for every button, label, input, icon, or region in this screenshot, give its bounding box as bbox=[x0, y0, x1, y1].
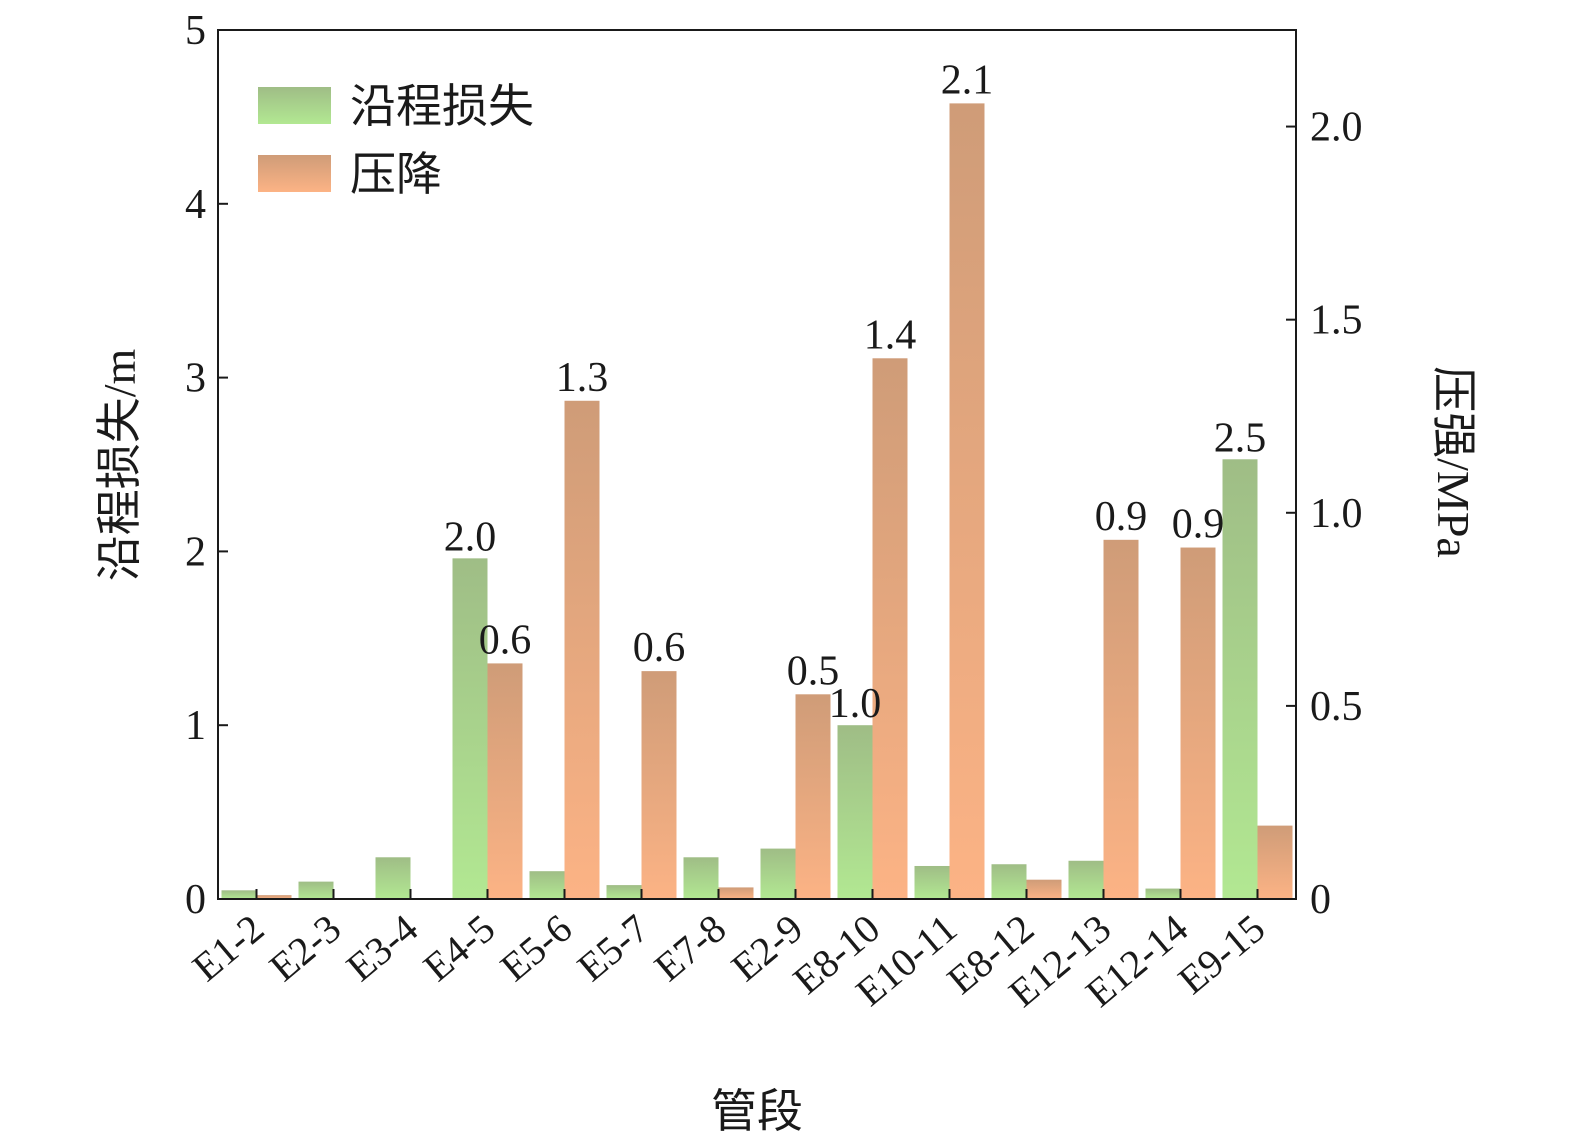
bar-pressure-drop-E8-10 bbox=[872, 358, 908, 899]
bar-loss-E5-6 bbox=[529, 871, 565, 899]
bar-pressure-drop-E5-7 bbox=[641, 671, 677, 899]
bar-loss-E9-15 bbox=[1222, 459, 1258, 899]
bar-pressure-drop-E8-12 bbox=[1026, 879, 1062, 899]
y-tick-label-1: 1 bbox=[185, 703, 206, 749]
data-label-pressure-drop-E8-10: 1.4 bbox=[864, 312, 917, 358]
bar-loss-E1-2 bbox=[221, 890, 257, 899]
bar-loss-E5-7 bbox=[606, 885, 642, 899]
data-label-pressure-drop-E10-11: 2.1 bbox=[941, 57, 994, 103]
y2-tick-label-0.5: 0.5 bbox=[1310, 684, 1363, 730]
y-tick-label-2: 2 bbox=[185, 529, 206, 575]
x-axis-title: 管段 bbox=[711, 1086, 803, 1137]
x-tick-label-E5-7: E5-7 bbox=[569, 905, 657, 989]
data-label-pressure-drop-E12-14: 0.9 bbox=[1172, 502, 1225, 548]
data-label-pressure-drop-E12-13: 0.9 bbox=[1095, 494, 1148, 540]
bars-layer bbox=[221, 103, 1293, 900]
y2-tick-label-2.0: 2.0 bbox=[1310, 105, 1363, 151]
data-label-loss-E4-5: 2.0 bbox=[444, 514, 497, 560]
y-tick-label-4: 4 bbox=[185, 182, 206, 228]
x-tick-label-E3-4: E3-4 bbox=[338, 905, 426, 989]
y2-tick-label-1.5: 1.5 bbox=[1310, 298, 1363, 344]
y2-tick-label-1.0: 1.0 bbox=[1310, 491, 1363, 537]
bar-pressure-drop-E2-9 bbox=[795, 694, 831, 899]
bar-loss-E8-12 bbox=[991, 864, 1027, 899]
bar-loss-E4-5 bbox=[452, 558, 488, 899]
legend-swatch-pressure-drop bbox=[258, 155, 331, 192]
data-label-pressure-drop-E5-6: 1.3 bbox=[556, 355, 609, 401]
left-axis: 0 1 2 3 4 5 bbox=[185, 8, 228, 923]
bar-loss-E12-14 bbox=[1145, 888, 1181, 899]
y2-tick-label-0: 0 bbox=[1310, 877, 1331, 923]
bar-loss-E3-4 bbox=[375, 857, 411, 899]
bar-pressure-drop-E12-13 bbox=[1103, 539, 1139, 899]
bar-loss-E2-3 bbox=[298, 881, 334, 899]
data-label-pressure-drop-E4-5: 0.6 bbox=[479, 617, 532, 663]
y-tick-label-5: 5 bbox=[185, 8, 206, 54]
legend-swatch-loss bbox=[258, 87, 331, 124]
y-axis-title: 沿程损失/m bbox=[94, 349, 145, 582]
bar-pressure-drop-E7-8 bbox=[718, 887, 754, 899]
bar-loss-E8-10 bbox=[837, 725, 873, 899]
plot-frame bbox=[217, 29, 1297, 900]
x-tick-label-E5-6: E5-6 bbox=[492, 905, 580, 989]
data-label-loss-E8-10: 1.0 bbox=[829, 681, 882, 727]
legend: 沿程损失 压降 bbox=[258, 81, 534, 200]
legend-label-loss: 沿程损失 bbox=[350, 81, 534, 132]
bar-loss-E7-8 bbox=[683, 857, 719, 899]
data-label-pressure-drop-E2-9: 0.5 bbox=[787, 648, 840, 694]
y-tick-label-0: 0 bbox=[185, 877, 206, 923]
bar-loss-E12-13 bbox=[1068, 860, 1104, 899]
bar-pressure-drop-E9-15 bbox=[1257, 825, 1293, 899]
bar-loss-E10-11 bbox=[914, 865, 950, 899]
bar-loss-E2-9 bbox=[760, 848, 796, 899]
x-tick-label-E9-15: E9-15 bbox=[1169, 905, 1273, 1002]
bar-pressure-drop-E5-6 bbox=[564, 400, 600, 899]
bar-pressure-drop-E4-5 bbox=[487, 663, 523, 899]
x-tick-label-E4-5: E4-5 bbox=[415, 905, 503, 989]
bar-pressure-drop-E10-11 bbox=[949, 103, 985, 900]
legend-label-pressure-drop: 压降 bbox=[350, 149, 442, 200]
y2-axis-title: 压强/MPa bbox=[1428, 366, 1479, 558]
right-axis: 0 0.5 1.0 1.5 2.0 bbox=[1286, 105, 1363, 923]
bar-pressure-drop-E1-2 bbox=[256, 895, 292, 899]
data-label-loss-E9-15: 2.5 bbox=[1214, 415, 1267, 461]
y-tick-label-3: 3 bbox=[185, 356, 206, 402]
x-axis: E1-2E2-3E3-4E4-5E5-6E5-7E7-8E2-9E8-10E10… bbox=[184, 889, 1273, 1016]
x-tick-label-E2-3: E2-3 bbox=[261, 905, 349, 989]
bar-pressure-drop-E12-14 bbox=[1180, 547, 1216, 899]
x-tick-label-E7-8: E7-8 bbox=[646, 905, 734, 989]
data-label-pressure-drop-E5-7: 0.6 bbox=[633, 625, 686, 671]
data-labels-layer: 2.0 0.6 1.3 0.6 0.51.0 1.4 2.1 0.9 0.9 2.5 bbox=[444, 57, 1267, 727]
